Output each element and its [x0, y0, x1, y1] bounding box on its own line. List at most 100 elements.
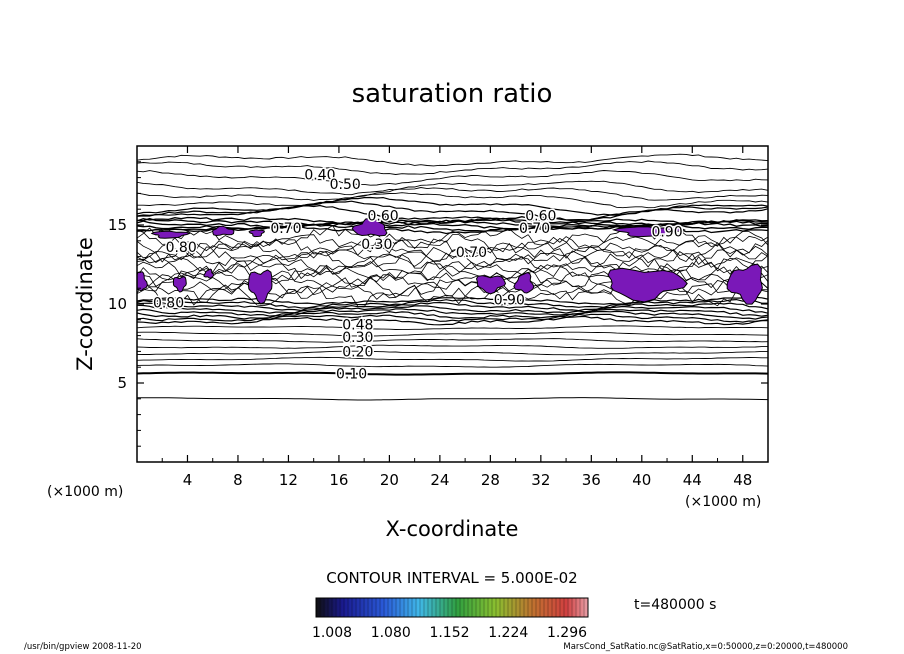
contour-label: 0.10 — [336, 367, 367, 383]
x-tick-label: 40 — [632, 471, 651, 489]
contour-line — [137, 363, 768, 368]
contour-label: 0.50 — [330, 177, 361, 193]
contour-label: 0.80 — [153, 295, 184, 311]
contour-label: 0.48 — [342, 318, 373, 334]
contour-line — [137, 235, 768, 259]
contour-line — [137, 192, 768, 209]
x-axis-unit-left: (×1000 m) — [47, 484, 123, 500]
contour-line — [137, 338, 768, 343]
contour-line — [137, 331, 768, 337]
footer-left: /usr/bin/gpview 2008-11-20 — [24, 642, 142, 652]
y-tick-label: 15 — [108, 216, 127, 234]
x-tick-label: 28 — [481, 471, 500, 489]
contour-line — [137, 296, 768, 306]
contour-line — [137, 350, 768, 356]
x-axis-unit-right: (×1000 m) — [685, 494, 761, 510]
colorbar-tick-label: 1.008 — [312, 625, 352, 641]
supersaturated-region — [211, 225, 235, 237]
plot-area: 0.400.500.60 0.600.70 0.900.700.80 0.30 0.70… — [108, 145, 769, 489]
contour-label: 0.20 — [342, 344, 373, 360]
contour-label: 0.30 — [361, 237, 392, 253]
supersaturated-region — [607, 267, 688, 303]
contour-line — [137, 298, 768, 309]
supersaturated-region — [247, 269, 273, 305]
supersaturated-region — [248, 229, 266, 238]
contour-line — [137, 304, 768, 314]
x-tick-label: 24 — [430, 471, 449, 489]
y-tick-label: 5 — [117, 374, 127, 392]
contour-line — [137, 187, 768, 201]
colorbar-tick-labels: 1.008 1.080 1.152 1.224 1.296 — [312, 625, 587, 641]
contour-line — [137, 315, 768, 326]
supersaturated-region — [203, 268, 215, 279]
contour-line — [137, 160, 768, 175]
x-tick-label: 36 — [582, 471, 601, 489]
colorbar-tick-label: 1.296 — [547, 625, 587, 641]
contour-line — [137, 260, 768, 285]
x-tick-label: 8 — [233, 471, 243, 489]
footer-right: MarsCond_SatRatio.nc@SatRatio,x=0:50000,… — [563, 642, 848, 652]
contour-label: 0.70 — [270, 221, 301, 237]
contour-label: 0.90 — [494, 292, 525, 308]
x-tick-label: 4 — [183, 471, 193, 489]
supersaturated-region — [150, 230, 191, 239]
supersaturated-region — [611, 226, 686, 238]
contour-line — [137, 279, 768, 303]
x-axis-ticks: 4 8 12 16 20 24 28 32 36 40 44 48 — [161, 146, 752, 489]
contour-line — [137, 371, 768, 376]
colorbar-stripes — [319, 598, 585, 617]
contour-line — [137, 301, 768, 312]
x-axis-label: X-coordinate — [386, 517, 519, 541]
contour-line — [137, 344, 768, 349]
contour-label: 0.90 — [651, 224, 682, 240]
contour-line — [137, 242, 768, 268]
contour-line — [137, 237, 768, 263]
supersaturated-region — [726, 263, 763, 305]
contour-label: 0.40 — [304, 167, 335, 183]
x-tick-label: 20 — [380, 471, 399, 489]
colorbar-tick-label: 1.224 — [488, 625, 528, 641]
x-tick-label: 44 — [683, 471, 702, 489]
colorbar: 1.008 1.080 1.152 1.224 1.296 — [312, 597, 589, 641]
supersaturated-region — [513, 272, 535, 294]
contour-interval-label: CONTOUR INTERVAL = 5.000E-02 — [326, 569, 577, 587]
colorbar-tick-label: 1.152 — [429, 625, 469, 641]
colorbar-tick-label: 1.080 — [371, 625, 411, 641]
contour-line — [137, 256, 768, 281]
contour-line — [137, 180, 768, 196]
y-tick-label: 10 — [108, 295, 127, 313]
x-tick-label: 32 — [531, 471, 550, 489]
contour-line — [137, 325, 768, 330]
supersaturated-region — [351, 217, 388, 237]
contour-label: 0.30 — [342, 330, 373, 346]
supersaturated-region — [475, 275, 507, 295]
contour-label: 0.70 — [519, 221, 550, 237]
contour-line — [137, 200, 768, 221]
contour-label: 0.70 — [456, 245, 487, 261]
contour-line — [137, 310, 768, 320]
x-tick-label: 16 — [329, 471, 348, 489]
contour-line — [137, 153, 768, 167]
contour-line — [137, 313, 768, 323]
x-tick-label: 12 — [279, 471, 298, 489]
y-axis-label: Z-coordinate — [73, 237, 97, 371]
contour-line — [137, 221, 768, 230]
supersaturated-region — [172, 276, 187, 293]
contour-label: 0.80 — [166, 240, 197, 256]
contour-labels: 0.400.500.60 0.600.70 0.900.700.80 0.30 0.70… — [151, 166, 684, 384]
contour-label: 0.60 — [368, 209, 399, 225]
contour-label: 0.60 — [525, 209, 556, 225]
supersaturated-region — [137, 271, 148, 292]
time-label: t=480000 s — [634, 597, 716, 613]
supersaturated-regions — [137, 217, 763, 305]
contour-line — [137, 356, 768, 362]
contour-lines — [137, 153, 768, 401]
y-axis-ticks: 5 10 15 — [108, 161, 768, 447]
contour-line — [137, 170, 768, 186]
contour-line — [137, 308, 768, 317]
contour-line — [137, 204, 768, 226]
contour-line — [137, 397, 768, 401]
contour-line — [137, 223, 768, 232]
chart-title: saturation ratio — [352, 79, 553, 109]
